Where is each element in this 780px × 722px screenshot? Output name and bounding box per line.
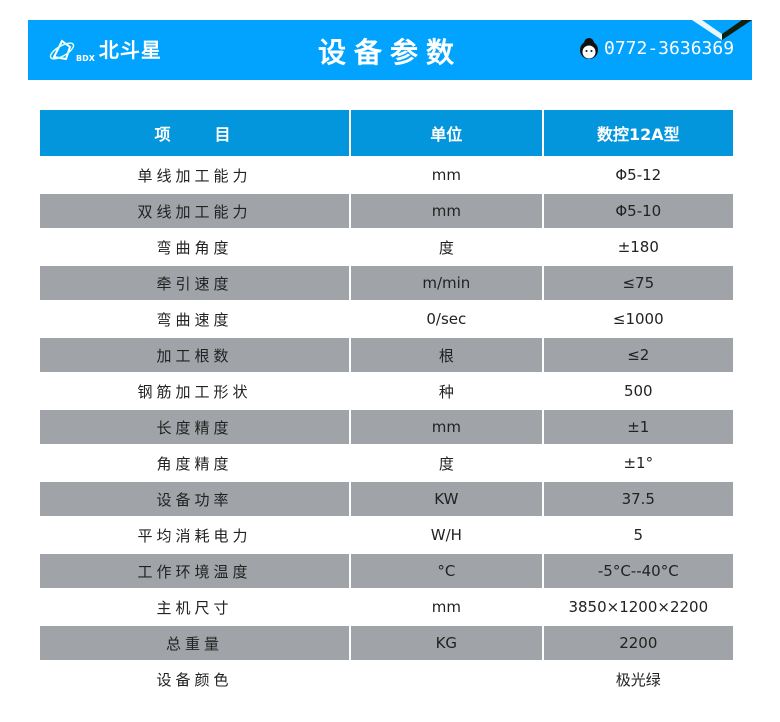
logo: BDX 北斗星 bbox=[48, 34, 162, 63]
cell-unit: KW bbox=[351, 482, 542, 516]
corner-decoration bbox=[692, 20, 752, 40]
page-title: 设备参数 bbox=[317, 36, 462, 69]
cell-unit: 度 bbox=[438, 454, 454, 473]
cell-value: ≤1000 bbox=[612, 310, 664, 328]
cell-unit: m/min bbox=[351, 266, 542, 300]
table-row: 加工根数根 ≤2 bbox=[40, 338, 734, 372]
logo-abbr: BDX bbox=[76, 54, 95, 63]
cell-item: 长度精度 bbox=[40, 410, 350, 444]
table-row: 弯曲角度 度 ±180 bbox=[40, 229, 733, 265]
cell-value: 极光绿 bbox=[615, 670, 661, 689]
table-row: 双线加工能力 mm Φ5-10 bbox=[40, 194, 734, 228]
column-header-model: 数控12A型 bbox=[543, 110, 734, 156]
cell-value: 37.5 bbox=[543, 482, 734, 516]
table-row: 总重量 KG 2200 bbox=[40, 626, 734, 660]
cell-unit: 根 bbox=[351, 338, 542, 372]
cell-value: -5°C--40°C bbox=[543, 554, 734, 588]
cell-value: ±180 bbox=[617, 238, 659, 256]
cell-value: 2200 bbox=[543, 626, 734, 660]
table-row: 单线加工能力 mm Φ5-12 bbox=[40, 157, 733, 193]
cell-item: 平均消耗电力 bbox=[137, 526, 252, 545]
phone-contact: 0772-3636369 bbox=[578, 36, 734, 60]
cell-item: 总重量 bbox=[40, 626, 350, 660]
cell-unit: W/H bbox=[430, 526, 462, 544]
cell-value: Φ5-12 bbox=[615, 166, 662, 184]
table-header-row: 项 目 单位 数控12A型 bbox=[40, 110, 734, 156]
cell-item: 设备功率 bbox=[40, 482, 350, 516]
cell-item: 加工根数 bbox=[40, 338, 350, 372]
table-row: 钢筋加工形状 种 500 bbox=[40, 373, 733, 409]
header-banner: BDX 北斗星 设备参数 0772-3636369 bbox=[28, 20, 752, 80]
logo-name: 北斗星 bbox=[98, 38, 162, 62]
table-row: 长度精度 mm ±1 bbox=[40, 410, 734, 444]
cell-unit: 0/sec bbox=[426, 310, 467, 328]
customer-service-avatar-icon bbox=[580, 38, 598, 59]
cell-unit: KG bbox=[351, 626, 542, 660]
phone-number: 0772-3636369 bbox=[604, 37, 735, 59]
cell-unit: mm bbox=[351, 194, 542, 228]
cell-item: 牵引速度 bbox=[40, 266, 350, 300]
cell-unit: °C bbox=[351, 554, 542, 588]
table-row: 牵引速度 m/min ≤75 bbox=[40, 266, 734, 300]
cell-value: 3850×1200×2200 bbox=[568, 598, 709, 616]
cell-item: 单线加工能力 bbox=[137, 166, 252, 185]
cell-value: ≤2 bbox=[543, 338, 734, 372]
cell-value: ±1° bbox=[623, 454, 654, 472]
cell-item: 主机尺寸 bbox=[156, 598, 233, 617]
table-row: 工作环境温度 °C -5°C--40°C bbox=[40, 554, 734, 588]
cell-item: 钢筋加工形状 bbox=[137, 382, 252, 401]
column-header-unit: 单位 bbox=[351, 110, 542, 156]
table-row: 角度精度 度 ±1° bbox=[40, 445, 733, 481]
table-row: 设备颜色 极光绿 bbox=[40, 661, 733, 697]
cell-value: 500 bbox=[623, 382, 653, 400]
cell-value: ≤75 bbox=[543, 266, 734, 300]
cell-unit bbox=[351, 661, 541, 697]
cell-item: 弯曲角度 bbox=[156, 238, 233, 257]
cell-unit: mm bbox=[431, 598, 461, 616]
cell-item: 设备颜色 bbox=[156, 670, 233, 689]
cell-value: ±1 bbox=[543, 410, 734, 444]
cell-item: 双线加工能力 bbox=[40, 194, 350, 228]
cell-item: 角度精度 bbox=[156, 454, 233, 473]
cell-value: Φ5-10 bbox=[543, 194, 734, 228]
cell-value: 5 bbox=[633, 526, 644, 544]
spec-table: 项 目 单位 数控12A型 单线加工能力 mm Φ5-12 双线加工能力 mm Φ5-10… bbox=[40, 110, 734, 697]
cell-item: 弯曲速度 bbox=[156, 310, 233, 329]
table-row: 弯曲速度 0/sec ≤1000 bbox=[40, 301, 733, 337]
table-row: 平均消耗电力 W/H 5 bbox=[40, 517, 733, 553]
cell-unit: mm bbox=[431, 166, 461, 184]
cell-unit: 度 bbox=[438, 238, 454, 257]
cell-item: 工作环境温度 bbox=[40, 554, 350, 588]
column-header-item: 项 目 bbox=[40, 110, 350, 156]
cell-unit: 种 bbox=[438, 382, 454, 401]
table-row: 设备功率 KW 37.5 bbox=[40, 482, 734, 516]
cell-unit: mm bbox=[351, 410, 542, 444]
logo-cube-icon bbox=[49, 39, 75, 61]
table-row: 主机尺寸 mm 3850×1200×2200 bbox=[40, 589, 733, 625]
